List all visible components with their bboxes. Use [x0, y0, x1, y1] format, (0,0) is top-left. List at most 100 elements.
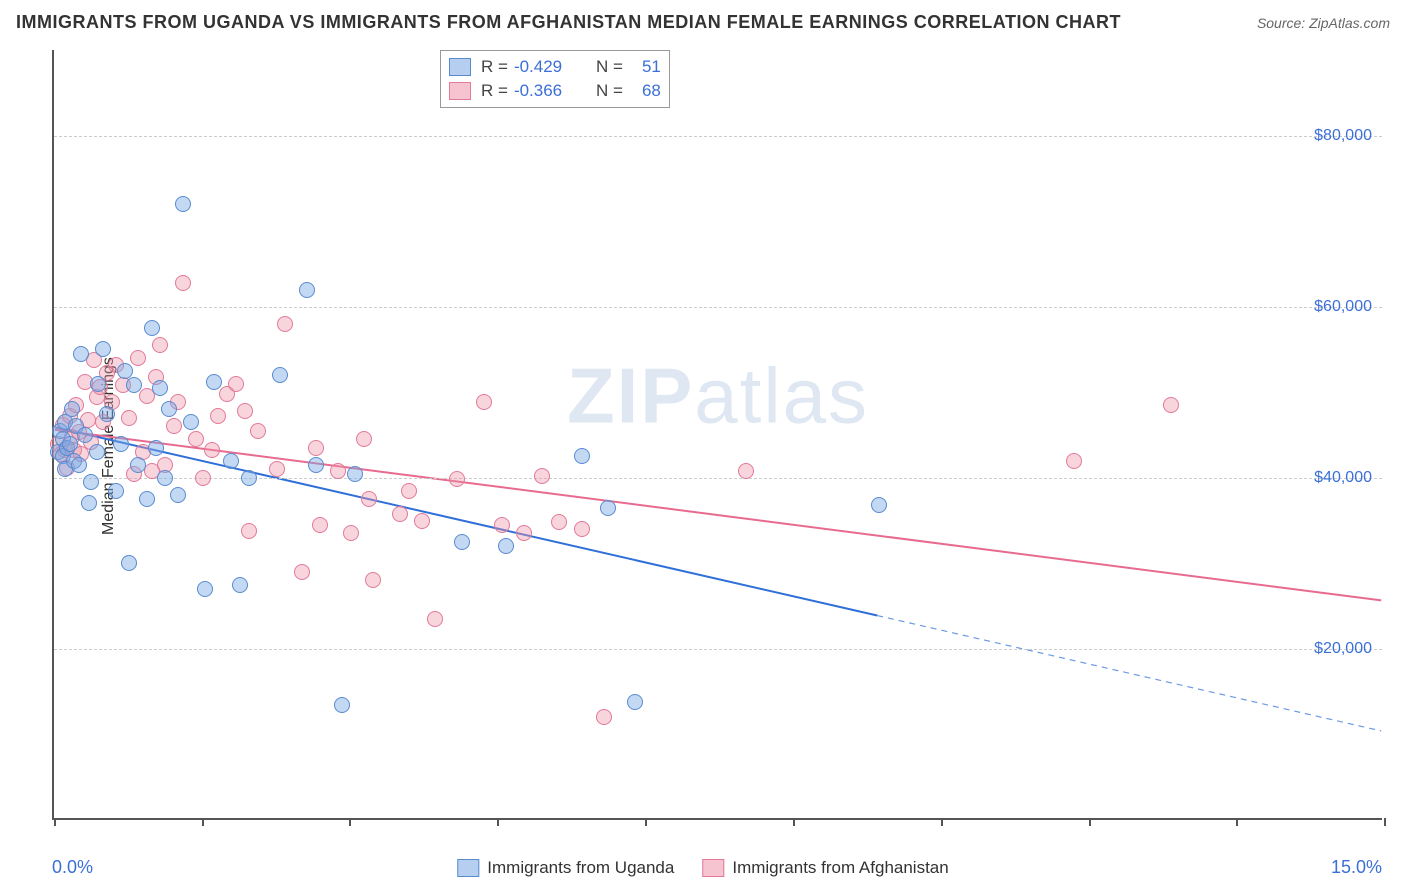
legend-label-afghanistan: Immigrants from Afghanistan	[732, 858, 948, 878]
y-tick-label: $80,000	[1314, 127, 1372, 145]
n-label: N =	[596, 81, 623, 101]
scatter-point	[392, 506, 408, 522]
x-tick	[793, 818, 795, 826]
scatter-point	[161, 401, 177, 417]
scatter-point	[494, 517, 510, 533]
scatter-point	[175, 275, 191, 291]
swatch-afghanistan-icon	[702, 859, 724, 877]
scatter-point	[210, 408, 226, 424]
swatch-uganda-icon	[457, 859, 479, 877]
scatter-point	[206, 374, 222, 390]
scatter-point	[294, 564, 310, 580]
x-axis-max-label: 15.0%	[1331, 857, 1382, 878]
scatter-point	[1163, 397, 1179, 413]
r-label: R =	[481, 81, 508, 101]
scatter-point	[356, 431, 372, 447]
scatter-point	[343, 525, 359, 541]
chart-title: IMMIGRANTS FROM UGANDA VS IMMIGRANTS FRO…	[16, 12, 1121, 33]
scatter-point	[175, 196, 191, 212]
x-tick	[941, 818, 943, 826]
x-tick	[54, 818, 56, 826]
n-value-uganda: 51	[629, 57, 661, 77]
scatter-point	[241, 470, 257, 486]
x-tick	[1384, 818, 1386, 826]
scatter-point	[117, 363, 133, 379]
scatter-point	[148, 440, 164, 456]
scatter-point	[1066, 453, 1082, 469]
scatter-point	[250, 423, 266, 439]
scatter-point	[574, 448, 590, 464]
scatter-point	[427, 611, 443, 627]
r-label: R =	[481, 57, 508, 77]
chart-source: Source: ZipAtlas.com	[1257, 15, 1390, 31]
scatter-point	[232, 577, 248, 593]
scatter-point	[170, 487, 186, 503]
scatter-point	[99, 406, 115, 422]
scatter-point	[277, 316, 293, 332]
plot-area: ZIPatlas $20,000 $40,000 $60,000 $80,000	[52, 50, 1382, 820]
n-label: N =	[596, 57, 623, 77]
scatter-point	[600, 500, 616, 516]
scatter-point	[272, 367, 288, 383]
r-value-uganda: -0.429	[514, 57, 578, 77]
x-tick	[645, 818, 647, 826]
scatter-point	[113, 436, 129, 452]
scatter-point	[64, 401, 80, 417]
scatter-point	[365, 572, 381, 588]
x-tick	[202, 818, 204, 826]
scatter-point	[596, 709, 612, 725]
trendline-dashed	[877, 616, 1381, 731]
scatter-point	[89, 444, 105, 460]
scatter-point	[152, 380, 168, 396]
scatter-point	[498, 538, 514, 554]
gridline	[54, 307, 1382, 308]
scatter-point	[73, 346, 89, 362]
scatter-point	[223, 453, 239, 469]
watermark-light: atlas	[694, 351, 869, 439]
scatter-point	[183, 414, 199, 430]
scatter-point	[269, 461, 285, 477]
x-tick	[497, 818, 499, 826]
scatter-point	[166, 418, 182, 434]
scatter-point	[144, 320, 160, 336]
x-tick	[1236, 818, 1238, 826]
scatter-point	[108, 483, 124, 499]
n-value-afghanistan: 68	[629, 81, 661, 101]
swatch-uganda-icon	[449, 58, 471, 76]
scatter-point	[157, 470, 173, 486]
swatch-afghanistan-icon	[449, 82, 471, 100]
scatter-point	[330, 463, 346, 479]
scatter-point	[401, 483, 417, 499]
y-tick-label: $60,000	[1314, 298, 1372, 316]
scatter-point	[90, 376, 106, 392]
scatter-point	[574, 521, 590, 537]
legend-item-uganda: Immigrants from Uganda	[457, 858, 674, 878]
scatter-point	[347, 466, 363, 482]
bottom-legend: Immigrants from Uganda Immigrants from A…	[457, 858, 948, 878]
scatter-point	[95, 341, 111, 357]
trendline-solid	[55, 427, 877, 615]
scatter-point	[195, 470, 211, 486]
y-tick-label: $40,000	[1314, 469, 1372, 487]
scatter-point	[71, 457, 87, 473]
legend-label-uganda: Immigrants from Uganda	[487, 858, 674, 878]
scatter-point	[126, 377, 142, 393]
legend-item-afghanistan: Immigrants from Afghanistan	[702, 858, 948, 878]
stats-row-afghanistan: R = -0.366 N = 68	[449, 79, 661, 103]
scatter-point	[121, 410, 137, 426]
scatter-point	[449, 471, 465, 487]
watermark-bold: ZIP	[567, 351, 694, 439]
scatter-point	[237, 403, 253, 419]
scatter-point	[551, 514, 567, 530]
scatter-point	[476, 394, 492, 410]
scatter-point	[228, 376, 244, 392]
scatter-point	[152, 337, 168, 353]
r-value-afghanistan: -0.366	[514, 81, 578, 101]
y-tick-label: $20,000	[1314, 640, 1372, 658]
scatter-point	[308, 457, 324, 473]
scatter-point	[299, 282, 315, 298]
scatter-point	[241, 523, 257, 539]
scatter-point	[204, 442, 220, 458]
scatter-point	[516, 525, 532, 541]
scatter-point	[361, 491, 377, 507]
